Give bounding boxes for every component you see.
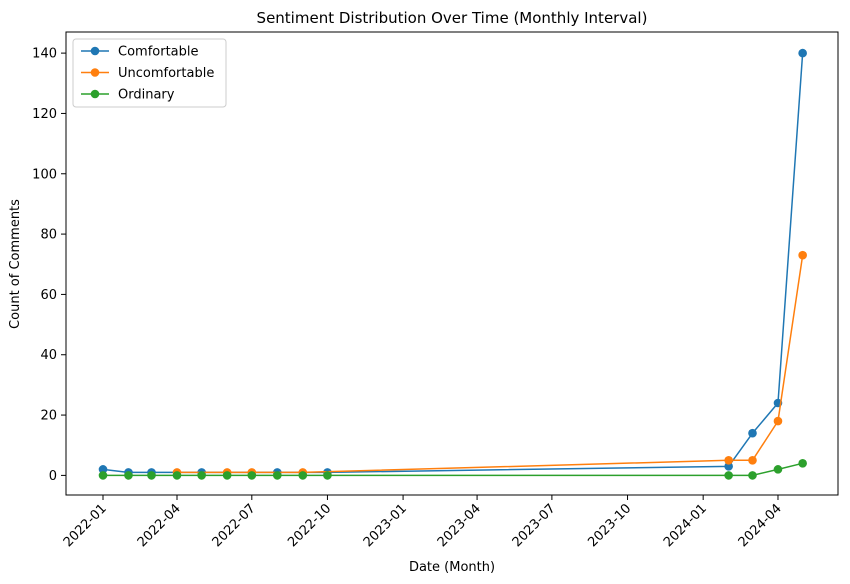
data-point-uncomfortable <box>724 456 733 465</box>
chart-title: Sentiment Distribution Over Time (Monthl… <box>257 9 648 27</box>
data-point-comfortable <box>748 428 757 438</box>
legend-swatch-marker <box>90 46 100 56</box>
y-tick-label: 100 <box>32 167 57 182</box>
x-tick-label: 2024-01 <box>661 501 710 550</box>
data-point-ordinary <box>748 471 757 480</box>
data-point-ordinary <box>172 471 182 480</box>
data-point-ordinary <box>323 471 332 480</box>
x-tick-label: 2022-10 <box>285 501 334 550</box>
plot-frame <box>65 31 839 496</box>
data-point-ordinary <box>298 471 308 480</box>
legend-label: Ordinary <box>118 88 175 103</box>
data-point-ordinary <box>272 471 282 480</box>
y-tick-label: 40 <box>40 348 57 363</box>
legend-label: Uncomfortable <box>118 66 214 81</box>
y-tick-label: 0 <box>49 469 57 484</box>
plot-area <box>98 48 807 480</box>
data-point-uncomfortable <box>798 250 807 260</box>
x-tick-label: 2024-04 <box>736 501 785 550</box>
data-point-ordinary <box>798 459 807 468</box>
data-point-comfortable <box>98 465 108 474</box>
series-line-ordinary <box>103 462 803 477</box>
y-tick-label: 60 <box>40 288 57 303</box>
data-point-uncomfortable <box>773 416 783 426</box>
series-line-uncomfortable <box>176 255 804 474</box>
y-axis-label: Count of Comments <box>8 199 23 329</box>
legend-box <box>72 38 227 108</box>
series-line-comfortable <box>102 53 804 474</box>
data-point-ordinary <box>724 471 733 480</box>
data-point-ordinary <box>197 471 206 480</box>
y-tick-label: 120 <box>32 107 57 122</box>
x-tick-label: 2022-07 <box>210 501 259 550</box>
legend-swatch-marker <box>90 89 100 99</box>
x-tick-label: 2023-01 <box>361 501 410 550</box>
data-point-ordinary <box>247 471 257 480</box>
data-point-ordinary <box>98 471 108 480</box>
data-point-ordinary <box>124 471 133 480</box>
legend-swatch-marker <box>90 68 100 77</box>
x-tick-label: 2023-07 <box>510 501 559 550</box>
y-tick-label: 80 <box>40 228 57 243</box>
data-point-ordinary <box>773 465 783 474</box>
x-tick-label: 2023-04 <box>435 501 484 550</box>
y-tick-label: 20 <box>40 409 57 424</box>
data-point-uncomfortable <box>748 456 757 465</box>
legend-label: Comfortable <box>118 45 199 60</box>
data-point-ordinary <box>222 471 232 480</box>
x-axis-label: Date (Month) <box>409 560 495 575</box>
data-point-ordinary <box>147 471 156 480</box>
x-tick-label: 2022-04 <box>135 501 184 550</box>
data-point-comfortable <box>724 462 733 471</box>
x-tick-label: 2022-01 <box>61 501 110 550</box>
legend: Comfortable Uncomfortable Ordinary <box>72 38 227 108</box>
y-tick-label: 140 <box>32 47 57 62</box>
x-tick-label: 2023-10 <box>585 501 634 550</box>
data-point-comfortable <box>798 48 807 58</box>
